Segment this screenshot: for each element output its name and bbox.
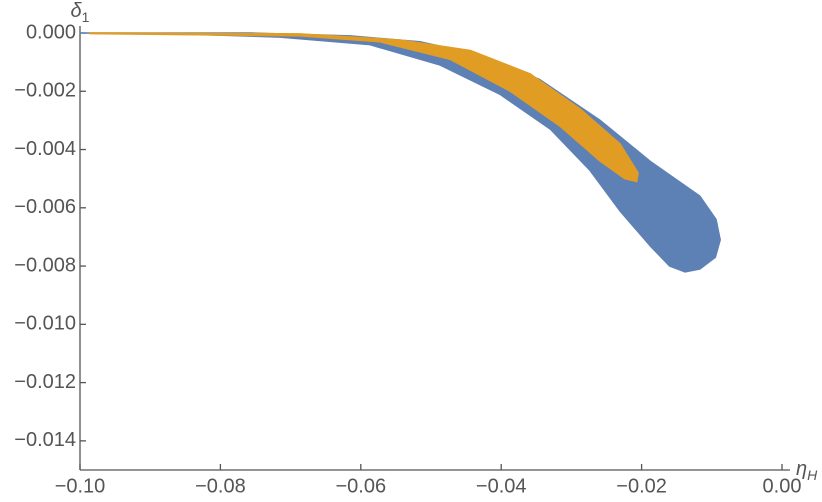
y-tick-label: −0.006 xyxy=(14,196,76,218)
x-label-subscript: H xyxy=(807,467,818,483)
region xyxy=(89,32,639,183)
x-tick-label: −0.04 xyxy=(476,475,527,497)
y-label-subscript: 1 xyxy=(82,9,90,25)
x-label-symbol: η xyxy=(796,458,807,480)
y-tick-label: 0.000 xyxy=(26,21,76,43)
x-tick-label: −0.02 xyxy=(616,475,667,497)
x-tick-label: −0.10 xyxy=(55,475,106,497)
y-tick-label: −0.008 xyxy=(14,254,76,276)
y-tick-label: −0.012 xyxy=(14,371,76,393)
y-tick-label: −0.014 xyxy=(14,429,76,451)
y-tick-label: −0.004 xyxy=(14,138,76,160)
x-tick-label: −0.08 xyxy=(195,475,246,497)
y-axis-label: δ1 xyxy=(71,0,90,24)
y-tick-label: −0.010 xyxy=(14,313,76,335)
x-tick-label: −0.06 xyxy=(335,475,386,497)
y-label-symbol: δ xyxy=(71,0,83,22)
x-tick-label: 0.00 xyxy=(763,475,802,497)
x-axis-label: ηH xyxy=(796,458,818,482)
y-tick-label: −0.002 xyxy=(14,80,76,102)
